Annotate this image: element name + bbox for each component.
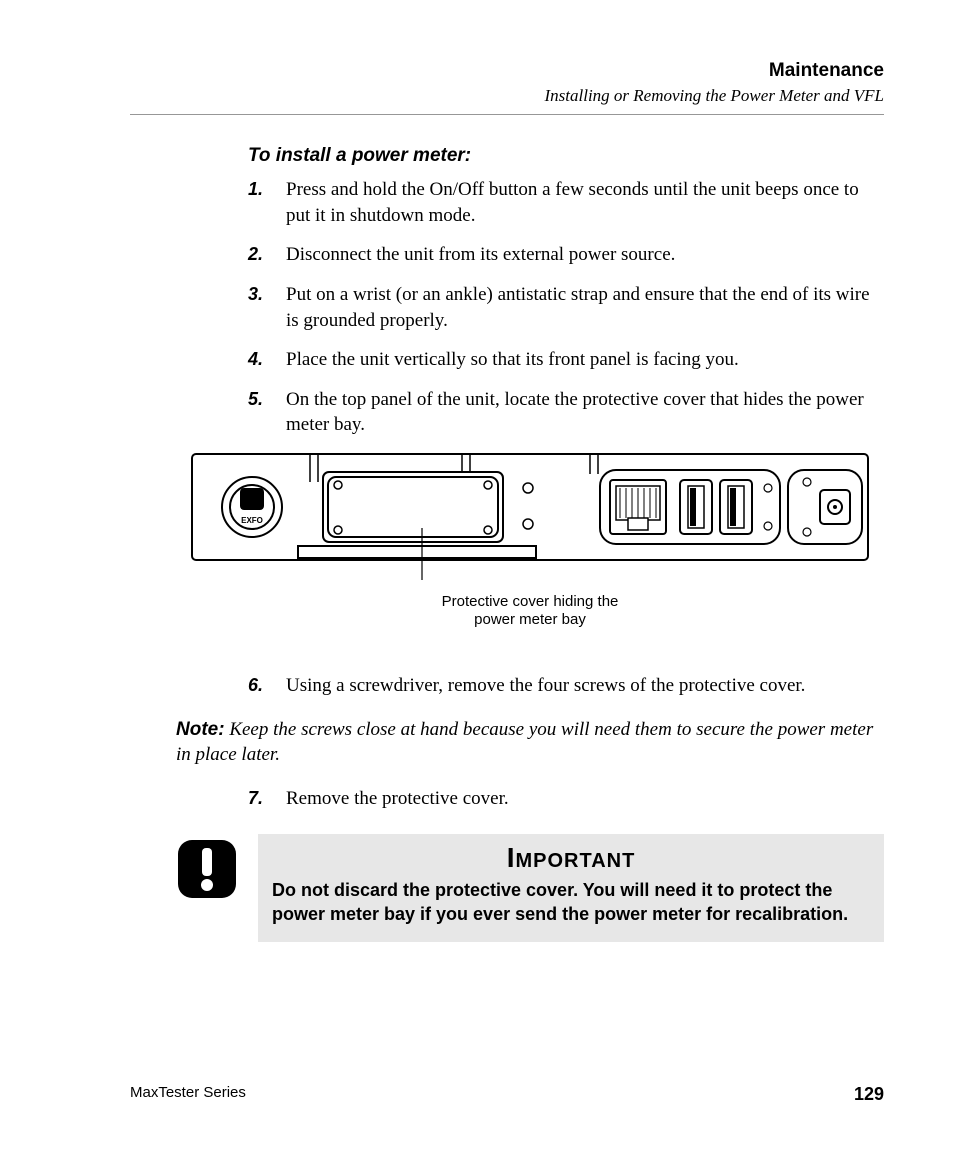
important-box: Important Do not discard the protective … [258, 834, 884, 943]
device-panel-svg: EXFO [190, 452, 870, 582]
step-number: 6. [248, 673, 263, 697]
step-item: 7. Remove the protective cover. [248, 786, 884, 812]
important-callout: Important Do not discard the protective … [176, 834, 884, 943]
note-label: Note: [176, 719, 225, 740]
step-text: On the top panel of the unit, locate the… [286, 389, 864, 436]
page-footer: MaxTester Series 129 [130, 1084, 884, 1105]
step-item: 3. Put on a wrist (or an ankle) antistati… [248, 282, 884, 333]
device-top-panel-figure: EXFO [176, 452, 884, 629]
note-block: Note: Keep the screws close at hand beca… [176, 717, 884, 768]
steps-list-3: 7. Remove the protective cover. [248, 786, 884, 812]
page-header: Maintenance Installing or Removing the P… [130, 60, 884, 115]
steps-list-2: 6. Using a screwdriver, remove the four s… [248, 673, 884, 699]
step-item: 5. On the top panel of the unit, locate t… [248, 387, 884, 438]
step-text: Put on a wrist (or an ankle) antistatic … [286, 284, 870, 331]
step-number: 1. [248, 177, 263, 201]
step-item: 1. Press and hold the On/Off button a few… [248, 177, 884, 228]
important-icon [176, 838, 238, 905]
important-body: Do not discard the protective cover. You… [272, 878, 870, 927]
step-number: 7. [248, 786, 263, 810]
step-number: 4. [248, 347, 263, 371]
footer-series: MaxTester Series [130, 1084, 246, 1105]
svg-text:EXFO: EXFO [241, 516, 263, 525]
steps-list-1: 1. Press and hold the On/Off button a few… [248, 177, 884, 438]
page: Maintenance Installing or Removing the P… [0, 0, 954, 1159]
caption-line1: Protective cover hiding the [442, 593, 619, 610]
section-heading: To install a power meter: [248, 145, 884, 167]
step-text: Place the unit vertically so that its fr… [286, 349, 739, 370]
header-title: Maintenance [130, 60, 884, 82]
note-text: Keep the screws close at hand because yo… [176, 719, 873, 766]
step-number: 2. [248, 242, 263, 266]
caption-line2: power meter bay [474, 611, 586, 628]
footer-page-number: 129 [854, 1084, 884, 1105]
step-text: Press and hold the On/Off button a few s… [286, 179, 859, 226]
step-number: 5. [248, 387, 263, 411]
header-rule [130, 114, 884, 115]
step-number: 3. [248, 282, 263, 306]
important-title: Important [272, 842, 870, 874]
step-text: Using a screwdriver, remove the four scr… [286, 675, 805, 696]
header-subtitle: Installing or Removing the Power Meter a… [130, 86, 884, 106]
step-text: Disconnect the unit from its external po… [286, 244, 675, 265]
step-item: 4. Place the unit vertically so that its … [248, 347, 884, 373]
step-text: Remove the protective cover. [286, 788, 509, 809]
step-item: 2. Disconnect the unit from its external … [248, 242, 884, 268]
figure-caption: Protective cover hiding the power meter … [176, 593, 884, 629]
step-item: 6. Using a screwdriver, remove the four s… [248, 673, 884, 699]
